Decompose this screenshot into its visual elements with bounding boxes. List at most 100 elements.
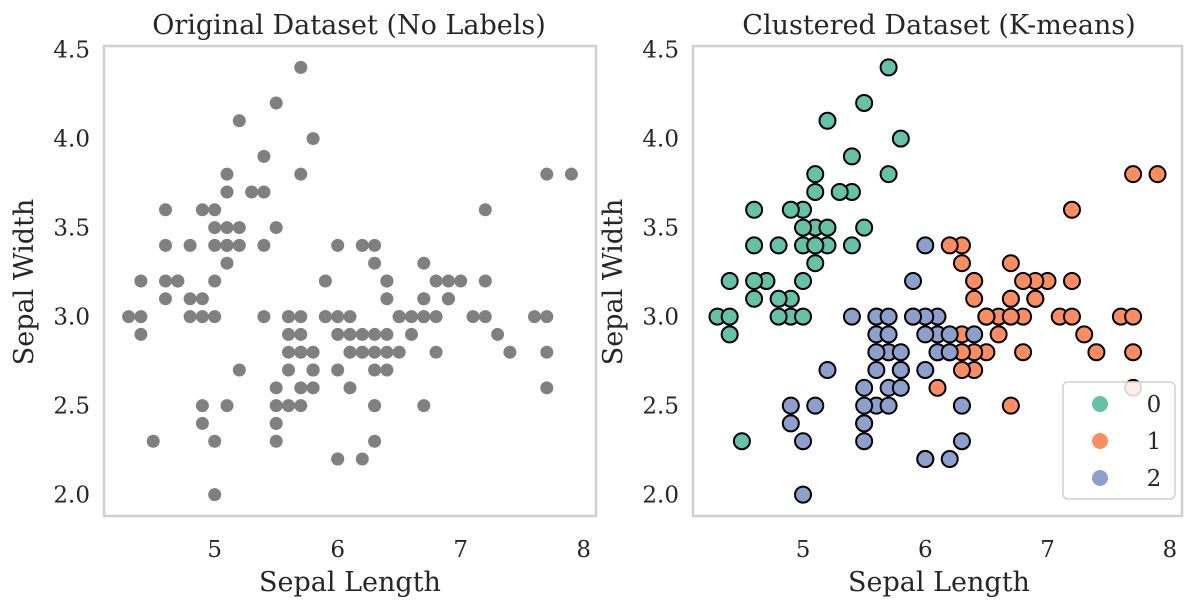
x-tick-label: 5 bbox=[207, 537, 222, 563]
data-point bbox=[306, 363, 320, 377]
data-point bbox=[195, 416, 209, 430]
data-point bbox=[134, 310, 148, 324]
cluster-2-point bbox=[867, 361, 886, 380]
cluster-1-point bbox=[1075, 325, 1094, 344]
data-point bbox=[540, 167, 554, 181]
data-point bbox=[257, 238, 271, 252]
data-point bbox=[171, 274, 185, 288]
data-point bbox=[355, 452, 369, 466]
cluster-0-point bbox=[769, 236, 788, 255]
cluster-2-point bbox=[855, 414, 874, 433]
data-point bbox=[294, 167, 308, 181]
data-point bbox=[220, 185, 234, 199]
x-axis-label: Sepal Length bbox=[259, 567, 441, 598]
legend-marker bbox=[1092, 470, 1108, 486]
data-point bbox=[441, 292, 455, 306]
data-point bbox=[368, 399, 382, 413]
cluster-0-point bbox=[806, 182, 825, 201]
cluster-2-point bbox=[867, 343, 886, 362]
cluster-1-point bbox=[1124, 343, 1143, 362]
unlabeled-scatter-panel: Original Dataset (No Labels) 2.0 2.5 3.0 3.… bbox=[9, 10, 598, 598]
data-point bbox=[245, 185, 259, 199]
cluster-2-point bbox=[781, 414, 800, 433]
data-point bbox=[269, 381, 283, 395]
data-point bbox=[282, 310, 295, 324]
cluster-2-point bbox=[855, 432, 874, 451]
legend-marker bbox=[1092, 396, 1108, 412]
cluster-1-point bbox=[977, 307, 996, 326]
data-point bbox=[220, 256, 234, 270]
x-tick-labels: 5 6 7 8 bbox=[207, 537, 591, 563]
scatter-points bbox=[122, 60, 578, 502]
data-point bbox=[368, 327, 382, 341]
data-point bbox=[331, 363, 345, 377]
cluster-0-point bbox=[745, 289, 764, 308]
cluster-0-point bbox=[855, 218, 874, 237]
data-point bbox=[232, 363, 246, 377]
cluster-1-point bbox=[940, 236, 959, 255]
data-point bbox=[220, 221, 234, 235]
cluster-0-point bbox=[794, 218, 813, 237]
cluster-2-point bbox=[904, 307, 923, 326]
data-point bbox=[183, 292, 197, 306]
data-point bbox=[441, 274, 455, 288]
cluster-2-point bbox=[855, 378, 874, 397]
data-point bbox=[134, 327, 148, 341]
cluster-2-point bbox=[806, 396, 825, 415]
data-point bbox=[208, 488, 222, 502]
data-point bbox=[355, 345, 369, 359]
cluster-0-point bbox=[720, 307, 739, 326]
data-point bbox=[269, 399, 283, 413]
cluster-1-point bbox=[1001, 254, 1020, 273]
scatter-points bbox=[708, 58, 1167, 504]
data-point bbox=[306, 381, 320, 395]
data-point bbox=[195, 310, 209, 324]
data-point bbox=[159, 274, 172, 288]
data-point bbox=[355, 327, 369, 341]
data-point bbox=[195, 203, 209, 217]
chart-title: Original Dataset (No Labels) bbox=[152, 10, 546, 41]
data-point bbox=[380, 327, 394, 341]
data-point bbox=[380, 363, 394, 377]
cluster-1-point bbox=[952, 361, 971, 380]
data-point bbox=[282, 327, 295, 341]
cluster-2-point bbox=[952, 432, 971, 451]
y-axis-label: Sepal Width bbox=[9, 199, 40, 366]
cluster-1-point bbox=[1026, 289, 1045, 308]
data-point bbox=[331, 310, 345, 324]
data-point bbox=[122, 310, 136, 324]
data-point bbox=[294, 60, 308, 74]
data-point bbox=[134, 274, 148, 288]
data-point bbox=[159, 292, 172, 306]
cluster-0-point bbox=[745, 272, 764, 290]
cluster-1-point bbox=[989, 325, 1008, 344]
data-point bbox=[454, 274, 468, 288]
y-tick-label: 4.0 bbox=[53, 127, 90, 153]
cluster-0-point bbox=[794, 272, 813, 290]
cluster-2-point bbox=[891, 378, 910, 397]
data-point bbox=[368, 345, 382, 359]
cluster-2-point bbox=[952, 396, 971, 415]
data-point bbox=[417, 292, 431, 306]
cluster-0-point bbox=[818, 218, 837, 237]
data-point bbox=[368, 256, 382, 270]
cluster-1-point bbox=[1001, 307, 1020, 326]
data-point bbox=[294, 381, 308, 395]
cluster-0-point bbox=[879, 165, 898, 184]
x-tick-label: 8 bbox=[1162, 537, 1177, 563]
cluster-0-point bbox=[745, 236, 764, 255]
data-point bbox=[429, 274, 443, 288]
x-tick-labels: 5 6 7 8 bbox=[796, 537, 1177, 563]
cluster-1-point bbox=[1001, 396, 1020, 415]
data-point bbox=[380, 345, 394, 359]
data-point bbox=[282, 363, 295, 377]
cluster-1-point bbox=[1062, 307, 1081, 326]
data-point bbox=[405, 310, 418, 324]
cluster-2-point bbox=[940, 343, 959, 362]
y-tick-label: 4.5 bbox=[53, 38, 90, 64]
data-point bbox=[208, 310, 222, 324]
data-point bbox=[269, 96, 283, 110]
data-point bbox=[195, 399, 209, 413]
data-point bbox=[466, 310, 480, 324]
data-point bbox=[257, 310, 271, 324]
